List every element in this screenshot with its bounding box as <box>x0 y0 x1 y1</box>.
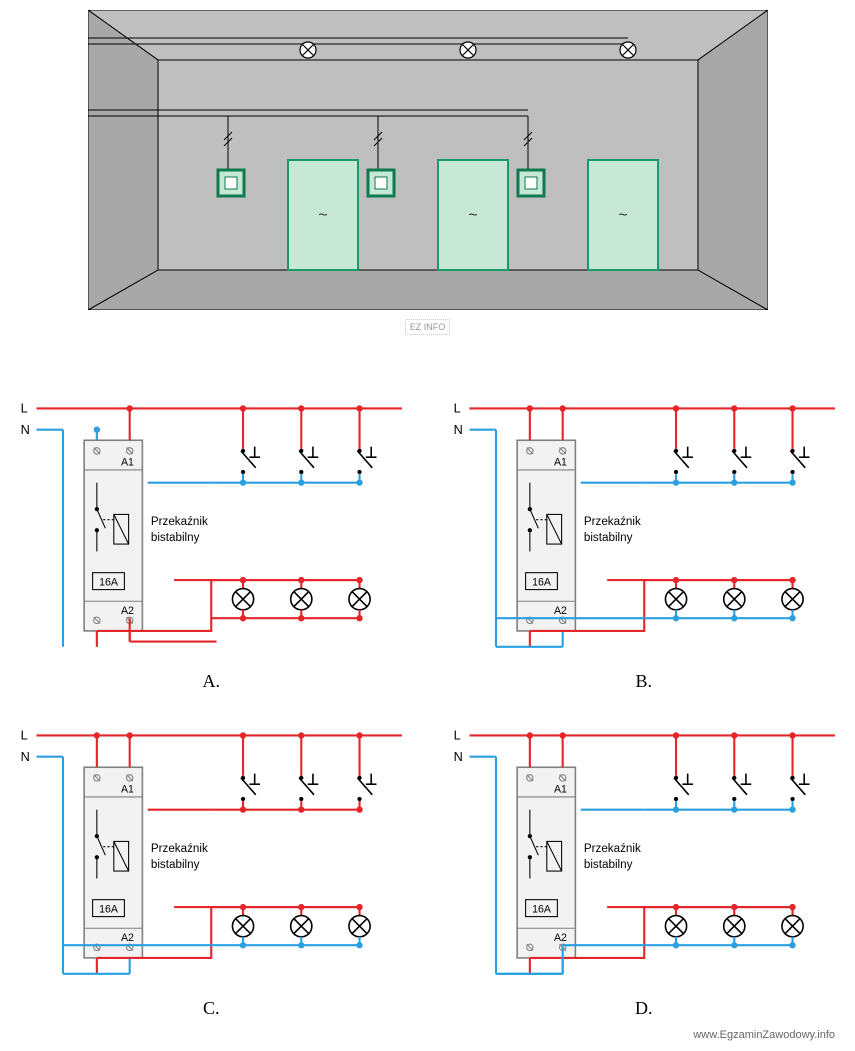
svg-text:L: L <box>21 401 28 416</box>
svg-text:Przekaźnik: Przekaźnik <box>151 842 208 855</box>
svg-text:A1: A1 <box>121 784 134 796</box>
svg-text:16A: 16A <box>99 903 119 915</box>
svg-text:bistabilny: bistabilny <box>151 531 200 544</box>
svg-text:Przekaźnik: Przekaźnik <box>583 842 640 855</box>
svg-text:N: N <box>453 749 462 764</box>
svg-text:bistabilny: bistabilny <box>151 858 200 871</box>
svg-text:A1: A1 <box>553 784 566 796</box>
svg-text:bistabilny: bistabilny <box>583 531 632 544</box>
svg-text:A1: A1 <box>121 457 134 469</box>
footer-url: www.EgzaminZawodowy.info <box>10 1029 845 1041</box>
schematic-label-A: A. <box>10 671 413 692</box>
svg-text:16A: 16A <box>532 903 552 915</box>
svg-text:A2: A2 <box>553 932 566 944</box>
svg-text:Przekaźnik: Przekaźnik <box>583 515 640 528</box>
schematic-label-B: B. <box>443 671 846 692</box>
svg-text:L: L <box>21 728 28 743</box>
schematic-B: LN A1 A2 Przekaźnik bistabilny 16A <box>443 385 846 665</box>
svg-text:A2: A2 <box>553 605 566 617</box>
svg-text:N: N <box>21 749 30 764</box>
svg-text:N: N <box>453 422 462 437</box>
svg-text:L: L <box>453 728 460 743</box>
svg-text:16A: 16A <box>99 576 119 588</box>
schematic-C: LN A1 A2 Przekaźnik bistabilny 16A <box>10 712 413 992</box>
watermark: EZ INFO <box>405 319 451 335</box>
svg-text:16A: 16A <box>532 576 552 588</box>
schematic-A: LN A1 A2 Przekaźnik bistabilny 16A <box>10 385 413 665</box>
svg-text:L: L <box>453 401 460 416</box>
schematic-D: LN A1 A2 Przekaźnik bistabilny 16A <box>443 712 846 992</box>
svg-text:Przekaźnik: Przekaźnik <box>151 515 208 528</box>
svg-text:bistabilny: bistabilny <box>583 858 632 871</box>
svg-text:N: N <box>21 422 30 437</box>
schematic-label-C: C. <box>10 998 413 1019</box>
svg-text:~: ~ <box>468 207 477 224</box>
svg-text:A2: A2 <box>121 605 134 617</box>
hallway-diagram: ~ ~ ~ <box>88 10 768 310</box>
schematics-grid: LNA1A2Przekaźnikbistabilny16AA.LNA1A2Prz… <box>10 385 845 1019</box>
svg-text:~: ~ <box>618 207 627 224</box>
svg-text:A1: A1 <box>553 457 566 469</box>
schematic-label-D: D. <box>443 998 846 1019</box>
svg-text:~: ~ <box>318 207 327 224</box>
svg-text:A2: A2 <box>121 932 134 944</box>
